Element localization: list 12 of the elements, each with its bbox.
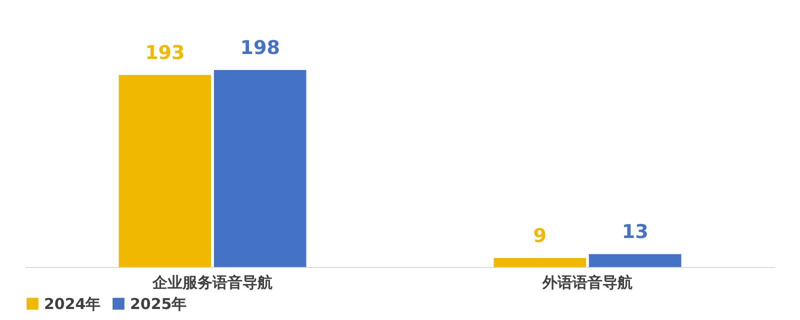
bar (588, 254, 682, 267)
bar (118, 74, 212, 267)
x-tick-label: 外语语音导航 (542, 274, 632, 292)
data-label: 193 (145, 42, 185, 64)
bar (214, 70, 306, 267)
data-label: 13 (622, 221, 648, 244)
data-label: 9 (533, 225, 547, 248)
legend-label: 2024年 (44, 294, 101, 313)
data-label: 198 (240, 36, 280, 59)
legend-label: 2025年 (130, 294, 187, 313)
x-tick-label: 企业服务语音导航 (152, 274, 272, 292)
bar (494, 258, 586, 267)
